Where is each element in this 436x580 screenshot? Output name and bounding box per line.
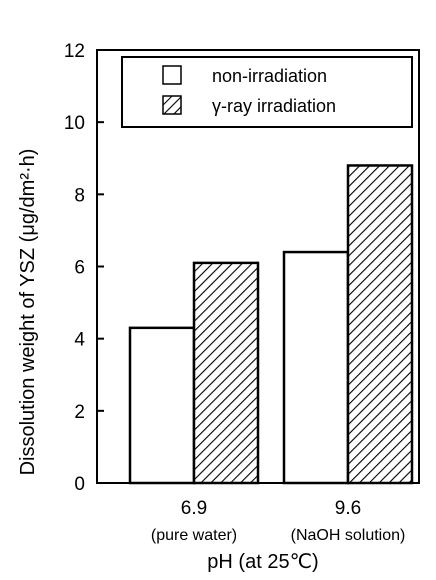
x-tick-label: 6.9 <box>181 498 207 519</box>
plot-area: 0 2 4 6 8 10 12 6.9 (pure water) 9.6 (NaOH solutio… <box>64 41 420 544</box>
legend-label-non-irradiation: non-irradiation <box>212 66 327 86</box>
bar-gamma-irradiation-9-6 <box>346 164 414 485</box>
x-tick-sublabel: (pure water) <box>151 527 237 544</box>
legend-swatch-gamma-irradiation <box>162 95 182 115</box>
x-axis-label: pH (at 25℃) <box>207 551 318 573</box>
y-tick-label: 10 <box>64 113 85 134</box>
y-tick-label: 8 <box>74 185 85 206</box>
legend-swatch-non-irradiation <box>162 65 182 85</box>
bar-non-irradiation-9-6 <box>282 250 350 485</box>
y-tick-label: 0 <box>74 474 85 495</box>
legend-label-gamma-irradiation: γ-ray irradiation <box>212 96 336 116</box>
y-tick-label: 6 <box>74 258 85 279</box>
y-tick-label: 4 <box>74 330 85 351</box>
bar-non-irradiation-6-9 <box>128 326 196 485</box>
y-tick-label: 2 <box>74 402 85 423</box>
y-tick-label: 12 <box>64 41 85 62</box>
bar-gamma-irradiation-6-9 <box>192 261 260 485</box>
y-axis-label: Dissolution weight of YSZ (μg/dm²·h) <box>17 149 39 476</box>
x-tick-sublabel: (NaOH solution) <box>291 527 406 544</box>
legend: non-irradiation γ-ray irradiation <box>121 56 413 128</box>
x-tick-label: 9.6 <box>335 498 361 519</box>
